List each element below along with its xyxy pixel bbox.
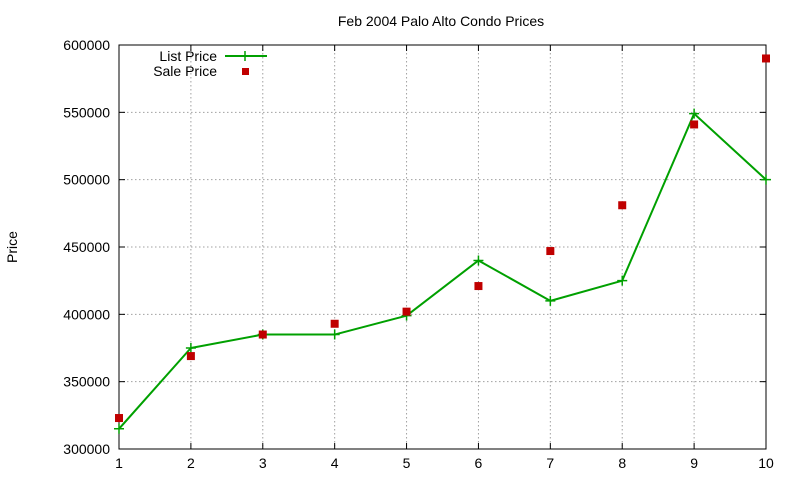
sale-price-point [115,414,123,423]
sale-price-point [258,330,267,339]
list-price-point [114,423,124,434]
y-tick-label: 300000 [63,441,110,457]
x-tick-label: 3 [259,455,267,471]
list-price-point [761,174,771,185]
sale-price-point [186,352,195,361]
y-axis-title: Price [4,231,20,263]
list-price-point [185,343,196,353]
list-price-point [545,295,556,306]
x-tick-label: 6 [475,455,483,471]
axis-ticks: 1 2 3 4 5 6 7 8 9 10 300000 350000 400000 450000 50000… [63,37,774,471]
y-tick-label: 600000 [63,37,110,53]
legend-label-list-price: List Price [159,48,217,64]
sale-price-point [330,319,339,328]
sale-price-point [762,54,770,63]
x-tick-label: 7 [546,455,554,471]
x-tick-label: 8 [618,455,626,471]
x-tick-label: 1 [115,455,123,471]
chart-title: Feb 2004 Palo Alto Condo Prices [338,13,544,29]
y-tick-label: 500000 [63,172,110,188]
list-price-point [329,329,340,340]
x-tick-label: 2 [187,455,195,471]
x-tick-label: 4 [331,455,339,471]
y-tick-label: 550000 [63,104,110,120]
legend: List Price Sale Price [153,48,267,79]
series-line-list-price [118,112,767,430]
y-tick-label: 450000 [63,239,110,255]
x-tick-label: 10 [758,455,774,471]
grid [119,45,766,449]
legend-label-sale-price: Sale Price [153,63,217,79]
sale-price-point [690,120,699,129]
sale-price-point [618,201,627,210]
list-price-point [689,108,700,119]
x-tick-label: 5 [403,455,411,471]
legend-marker-sale-price [242,68,249,75]
legend-marker-list-price [240,51,250,61]
sale-price-point [474,282,483,291]
sale-price-point [402,307,411,316]
list-price-point [617,275,628,286]
series [114,54,771,434]
sale-price-point [546,247,555,256]
list-price-point [473,255,484,266]
y-tick-label: 400000 [63,306,110,322]
y-tick-label: 350000 [63,374,110,390]
x-tick-label: 9 [690,455,698,471]
